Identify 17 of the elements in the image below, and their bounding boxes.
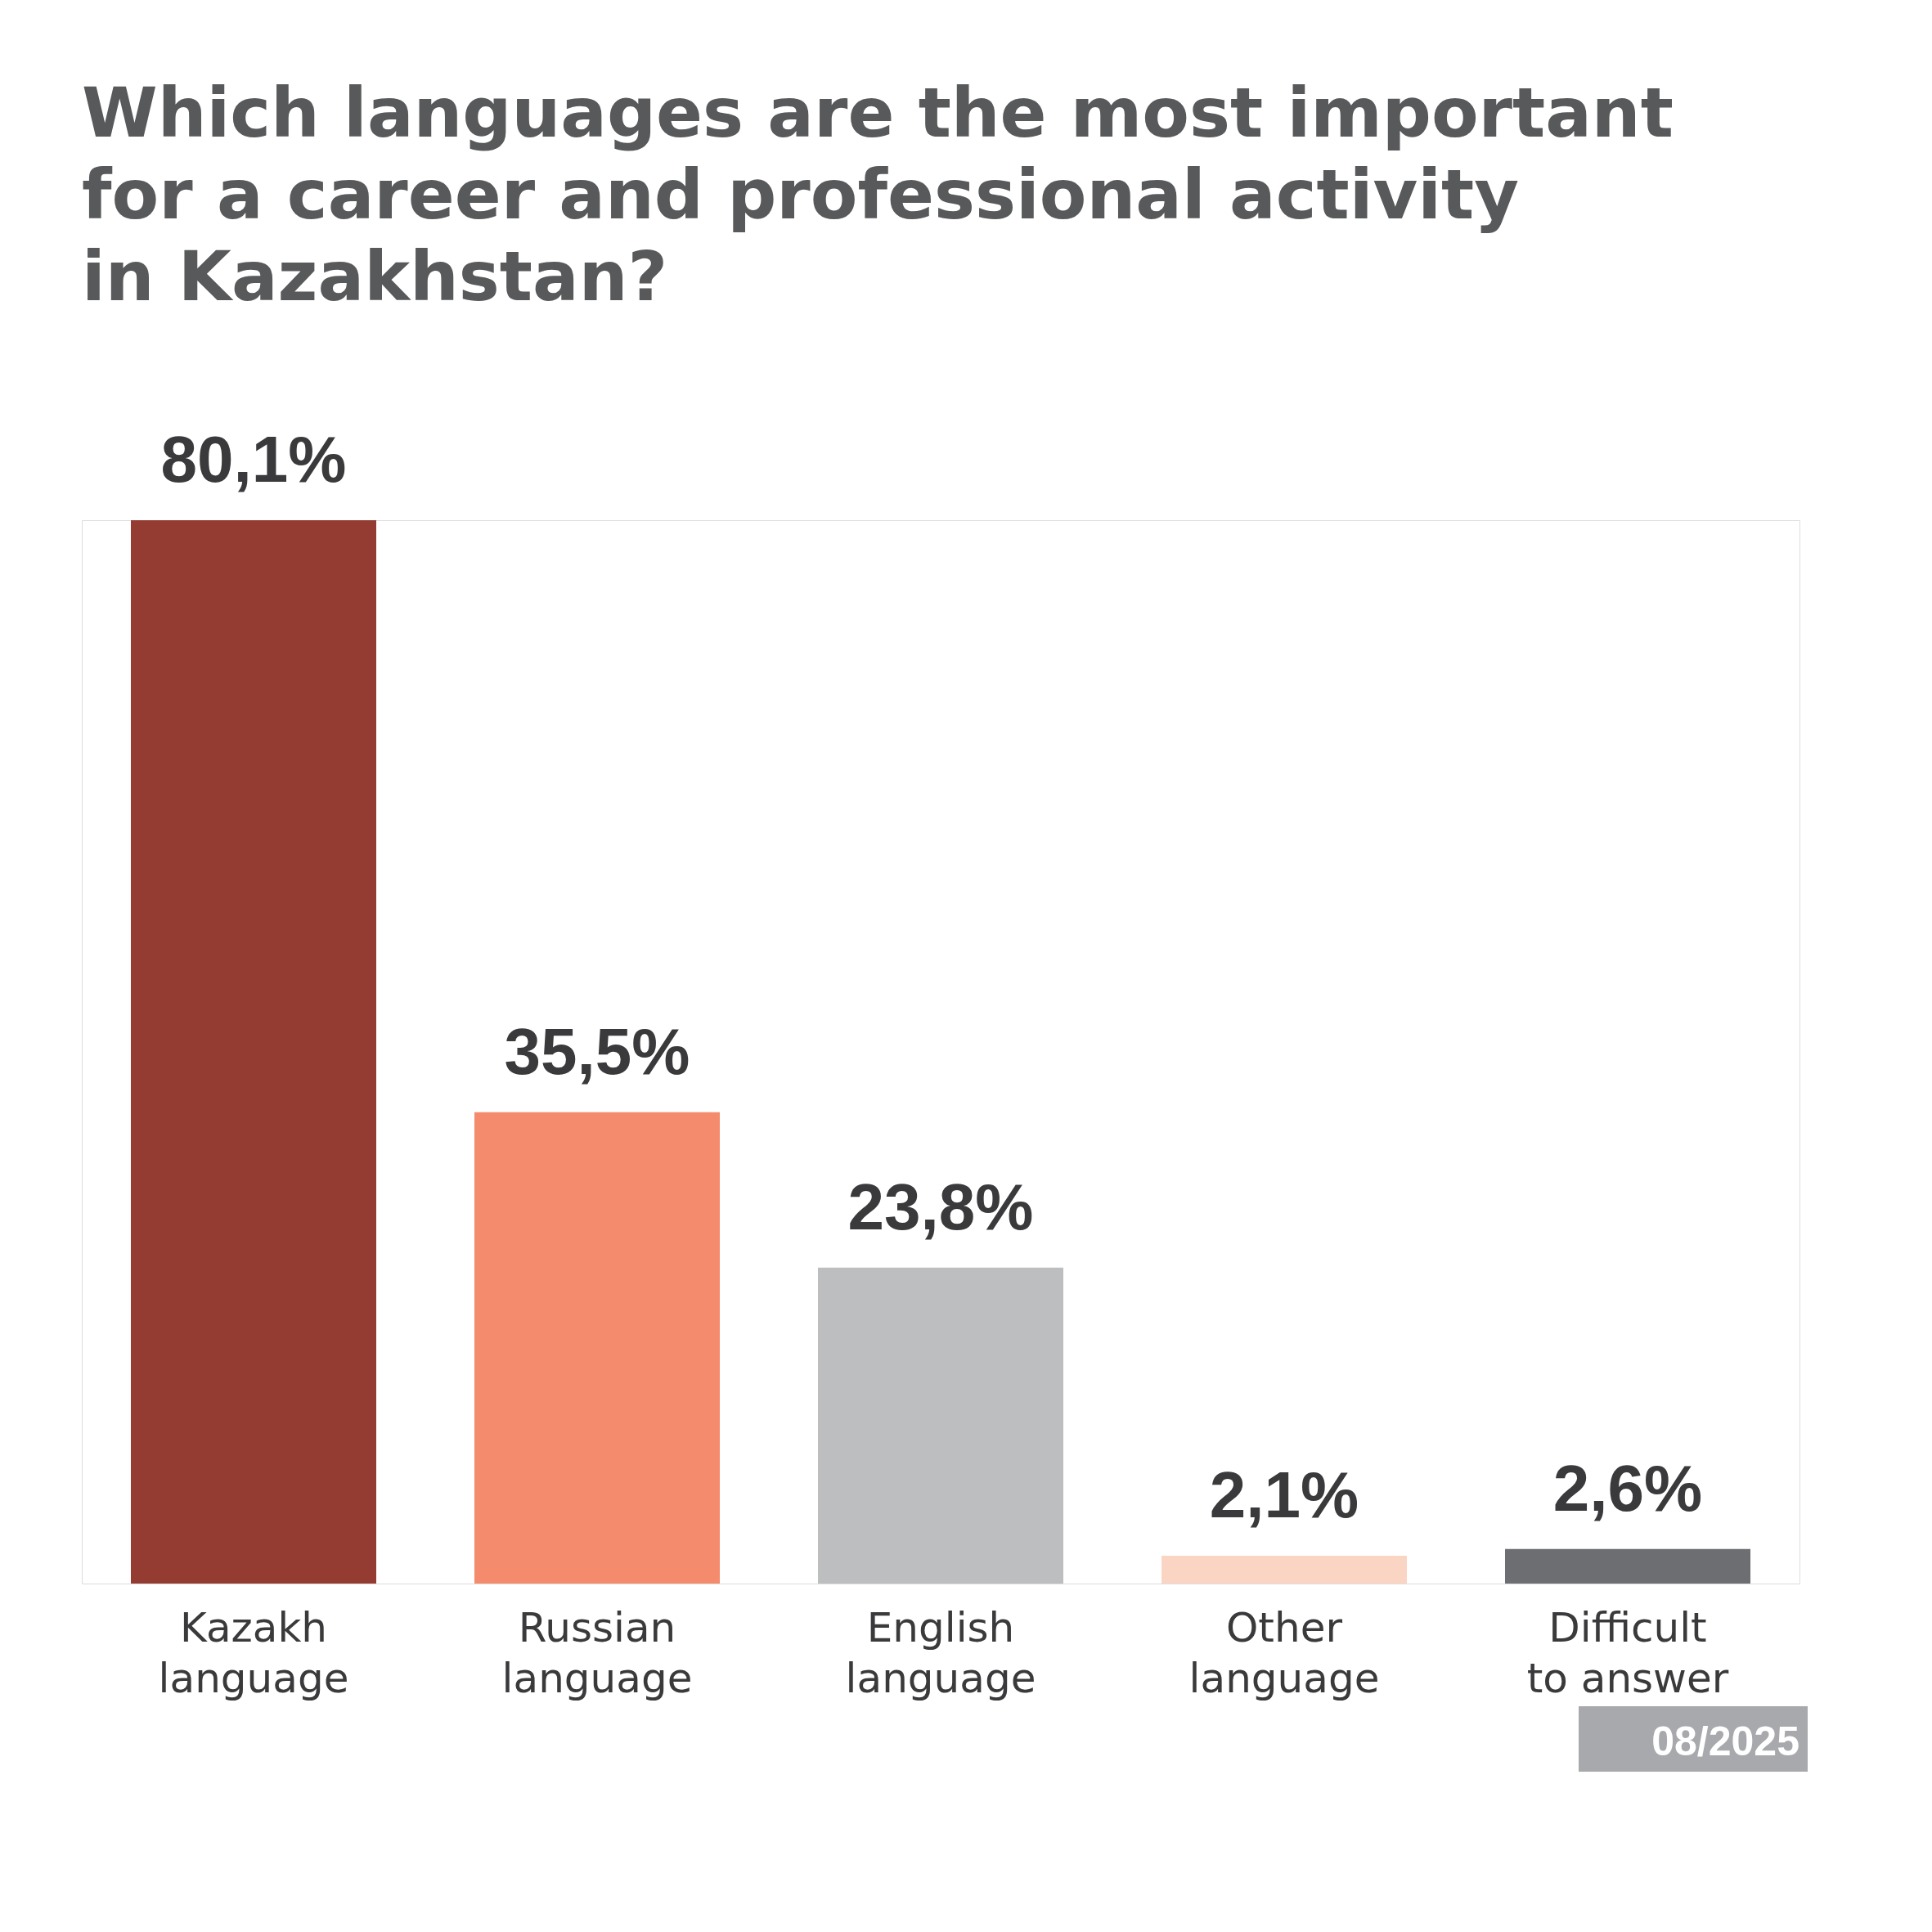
x-tick-label: English language (845, 1603, 1036, 1702)
x-tick-label: Other language (1188, 1603, 1380, 1702)
text: 08/2025 (1651, 1719, 1799, 1764)
bar (1161, 1555, 1407, 1584)
bar (474, 1112, 720, 1584)
data-label: 2,6% (1552, 1451, 1703, 1525)
x-tick-label: Russian language (501, 1603, 693, 1702)
data-label: 23,8% (847, 1170, 1034, 1243)
x-tick-label: Difficult to answer (1526, 1603, 1729, 1702)
data-label: 35,5% (504, 1014, 690, 1088)
chart-title: Which languages are the most important for a career and professional activity in Kazakhstan? (82, 73, 1674, 317)
data-label: 80,1% (160, 423, 347, 496)
bar (818, 1267, 1063, 1584)
bar (1505, 1548, 1750, 1584)
bar (131, 520, 376, 1584)
data-label: 2,1% (1209, 1458, 1359, 1531)
x-tick-label: Kazakh language (158, 1603, 349, 1702)
